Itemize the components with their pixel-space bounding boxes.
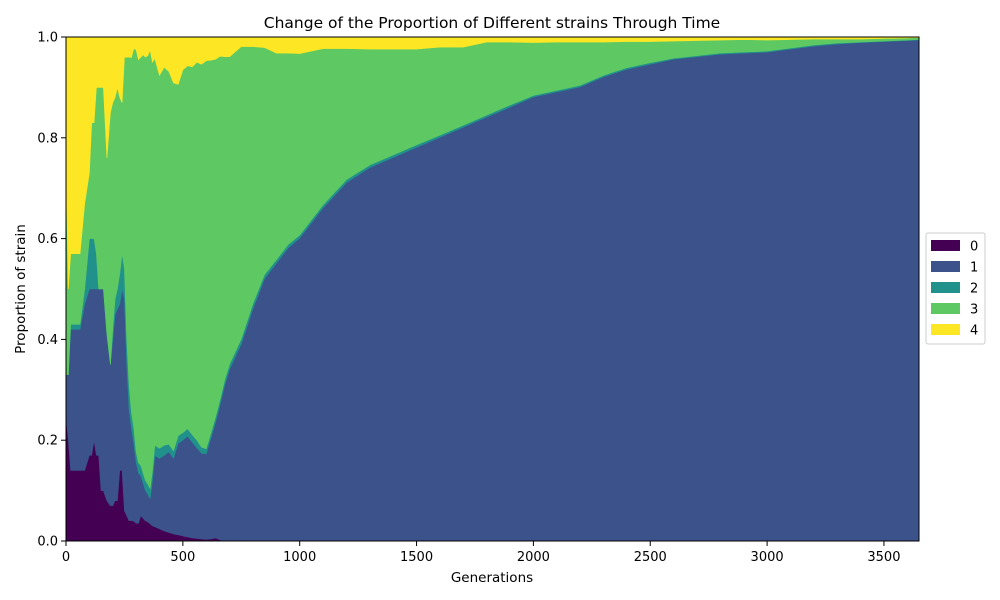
x-axis-label: Generations xyxy=(451,570,533,586)
legend: 0 1 2 3 4 xyxy=(925,232,986,345)
x-tick-label: 500 xyxy=(170,550,195,565)
plot-area xyxy=(65,36,920,542)
plot-frame xyxy=(65,36,920,542)
y-axis: 0.0 0.2 0.4 0.6 0.8 1.0 xyxy=(37,31,66,550)
x-tick-label: 1000 xyxy=(283,550,316,565)
x-tick-label: 3000 xyxy=(751,550,784,565)
x-tick-label: 2000 xyxy=(517,550,550,565)
y-axis-label: Proportion of strain xyxy=(13,224,29,354)
y-tick-label: 0.2 xyxy=(37,434,58,449)
legend-label-1: 1 xyxy=(970,261,978,276)
legend-label-3: 3 xyxy=(970,303,978,318)
y-tick-label: 0.4 xyxy=(37,333,58,348)
y-tick-label: 0.8 xyxy=(37,131,58,146)
legend-swatch-3 xyxy=(931,303,960,314)
legend-label-4: 4 xyxy=(970,324,978,339)
x-tick-label: 3500 xyxy=(867,550,900,565)
x-axis: 0 500 1000 1500 2000 2500 3000 3500 xyxy=(62,541,900,565)
legend-swatch-2 xyxy=(931,282,960,293)
chart-title: Change of the Proportion of Different st… xyxy=(264,14,720,32)
y-tick-label: 0.0 xyxy=(37,535,58,550)
x-tick-label: 1500 xyxy=(400,550,433,565)
x-tick-label: 2500 xyxy=(634,550,667,565)
legend-swatch-0 xyxy=(931,240,960,251)
legend-swatch-1 xyxy=(931,261,960,272)
x-tick-label: 0 xyxy=(62,550,70,565)
legend-swatch-4 xyxy=(931,324,960,335)
y-tick-label: 1.0 xyxy=(37,31,58,46)
y-tick-label: 0.6 xyxy=(37,232,58,247)
legend-label-0: 0 xyxy=(970,240,978,255)
legend-label-2: 2 xyxy=(970,282,978,297)
